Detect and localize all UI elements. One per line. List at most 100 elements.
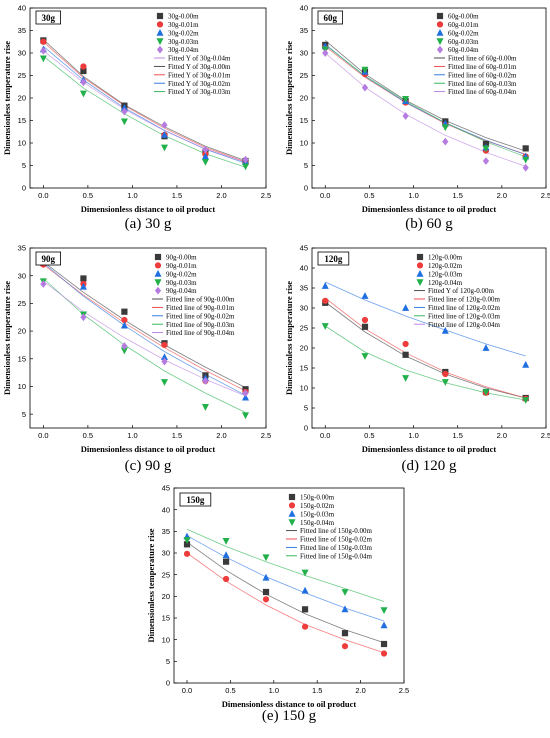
fitted-line-0 [43, 261, 246, 388]
data-point [222, 537, 230, 545]
x-axis-label: Dimensionless distance to oil product [362, 204, 497, 214]
chart-panel-30g: 0.0 0.5 1.0 1.5 2.0 2.5 0 5 10 15 20 25 30 35 40 Dimens… [2, 4, 271, 232]
data-point [40, 38, 47, 45]
legend-entry: 150g-0.04m [300, 519, 335, 527]
x-tick-label: 0.5 [83, 431, 93, 440]
data-point [301, 606, 309, 613]
legend-marker [288, 493, 296, 501]
legend-marker [288, 502, 296, 509]
data-point [321, 282, 329, 289]
data-point [79, 282, 87, 290]
legend-marker [436, 21, 444, 28]
data-point [361, 353, 369, 360]
panel-tag: 120g [324, 254, 343, 264]
legend-entry: 30g-0.04m [168, 46, 199, 54]
y-tick-label: 25 [18, 299, 26, 308]
y-tick-label: 10 [162, 635, 170, 644]
panel-tag: 150g [186, 495, 205, 505]
legend-marker [436, 28, 444, 36]
data-point [482, 344, 490, 351]
x-tick-label: 2.0 [216, 431, 226, 440]
legend-marker [156, 38, 164, 46]
legend-entry: Fitted line of 120g-0.04m [428, 321, 500, 329]
legend-entry: 60g-0.04m [448, 46, 479, 54]
data-point [161, 121, 168, 129]
panel-caption: (b) 60 g [405, 216, 453, 232]
plot-frame [29, 7, 267, 189]
data-point [402, 112, 409, 120]
data-point [380, 650, 388, 657]
data-point [121, 316, 128, 324]
data-point [183, 550, 191, 557]
y-tick-label: 20 [300, 94, 308, 103]
legend-entry: Fitted Y of 30g-0.04m [168, 55, 231, 63]
panel-tag-box [317, 10, 344, 25]
legend-marker [154, 269, 162, 277]
legend: 60g-0.00m60g-0.01m60g-0.02m60g-0.03m60g-… [434, 13, 517, 96]
x-tick-label: 2.0 [355, 686, 365, 695]
y-tick-label: 15 [300, 364, 308, 373]
legend-marker [416, 262, 424, 269]
legend-entry: 120g-0.02m [428, 262, 463, 270]
data-point [79, 90, 87, 98]
legend-marker [288, 509, 296, 517]
x-tick-label: 1.0 [408, 431, 418, 440]
y-tick-label: 15 [300, 116, 308, 125]
y-axis-label: Dimensionless temperature rise [284, 281, 294, 395]
y-tick-label: 5 [304, 161, 308, 170]
data-point [402, 351, 409, 358]
x-tick-label: 0.5 [364, 191, 374, 200]
data-point [161, 357, 168, 366]
data-point [242, 163, 250, 171]
x-tick-label: 0.5 [364, 431, 374, 440]
data-point [402, 340, 409, 348]
y-tick-label: 5 [22, 410, 26, 419]
chart-panel-90g: 0.0 0.5 1.0 1.5 2.0 2.5 5 10 15 20 25 30 35 Dimension… [2, 244, 271, 474]
legend-marker [156, 21, 164, 28]
y-tick-label: 15 [18, 354, 26, 363]
panel-tag: 60g [324, 13, 338, 23]
panel-caption: (a) 30 g [125, 216, 172, 232]
y-tick-label: 30 [18, 49, 26, 58]
legend-entry: 150g-0.00m [300, 494, 335, 502]
data-point [482, 157, 490, 165]
fitted-line-1 [186, 552, 385, 654]
x-axis-label: Dimensionless distance to oil product [362, 444, 497, 454]
data-point [222, 558, 230, 565]
data-point [201, 159, 209, 166]
legend-entry: 90g-0.00m [166, 254, 197, 262]
legend: 120g-0.00m120g-0.02m120g-0.03m120g-0.04m… [414, 254, 500, 329]
x-tick-label: 2.5 [541, 191, 550, 200]
data-point [121, 342, 128, 350]
y-tick-label: 0 [304, 184, 308, 193]
fitted-line-0 [324, 40, 526, 152]
data-point [161, 341, 168, 349]
legend-marker [154, 279, 162, 287]
fitted-line-0 [324, 301, 526, 399]
legend-marker [416, 269, 424, 277]
x-tick-label: 1.0 [408, 191, 418, 200]
y-tick-label: 40 [300, 4, 308, 13]
legend-entry: Fitted line of 90g-0.00m [166, 296, 235, 304]
x-tick-label: 1.0 [127, 191, 137, 200]
data-point [242, 155, 249, 164]
legend-entry: Fitted line of 60g-0.03m [448, 80, 517, 88]
legend-entry: 60g-0.01m [448, 21, 479, 29]
x-tick-label: 1.5 [452, 191, 462, 200]
legend-marker [154, 262, 162, 269]
y-tick-label: 20 [300, 344, 308, 353]
data-point [522, 397, 530, 404]
legend-entry: 30g-0.01m [168, 21, 199, 29]
y-axis-label: Dimensionless temperature rise [2, 41, 12, 155]
data-point [202, 377, 209, 385]
legend-entry: 150g-0.03m [300, 510, 335, 518]
data-point [441, 326, 449, 334]
data-point [120, 347, 128, 355]
data-point [301, 569, 309, 577]
fitted-line-2 [43, 45, 246, 164]
data-point [402, 96, 410, 103]
chart-panel-150g: 0.0 0.5 1.0 1.5 2.0 2.5 0 5 10 15 20 25 30 35 40 45 Dime… [146, 484, 409, 724]
y-tick-label: 5 [22, 161, 26, 170]
x-axis-label: Dimensionless distance to oil product [81, 204, 216, 214]
data-point [361, 292, 369, 299]
